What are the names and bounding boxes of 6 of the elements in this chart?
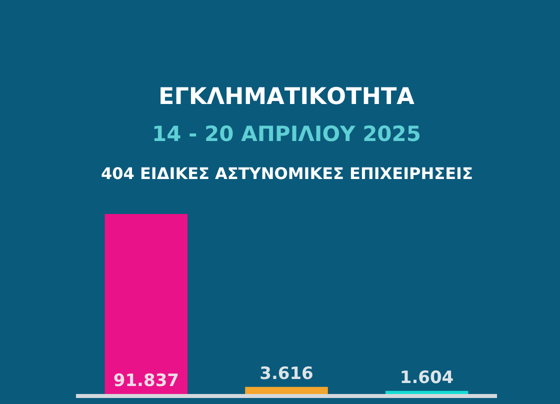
data-label: 91.837	[113, 371, 179, 391]
chart-title: ΕΓΚΛΗΜΑΤΙΚΟΤΗΤΑ	[158, 84, 415, 110]
data-label: 3.616	[260, 364, 314, 384]
data-label: 1.604	[400, 368, 454, 388]
text: 404 ΕΙΔΙΚΕΣ ΑΣΤΥΝΟΜΙΚΕΣ ΕΠΙΧΕΙΡΗΣΕΙΣ	[101, 164, 473, 183]
chart-subtitle: 14 - 20 ΑΠΡΙΛΙΟΥ 2025	[152, 122, 422, 146]
